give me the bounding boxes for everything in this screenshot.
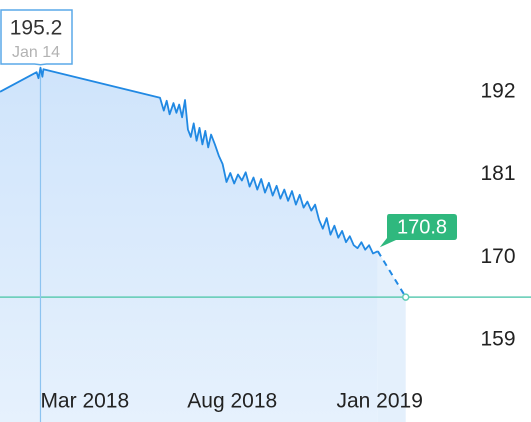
x-tick-label: Jan 2019	[336, 390, 422, 413]
area	[377, 251, 406, 422]
area	[0, 67, 378, 422]
x-tick-label: Aug 2018	[187, 390, 277, 413]
y-tick-label: 159	[480, 328, 515, 351]
projection-end	[401, 293, 410, 301]
y-tick-label: 192	[480, 79, 515, 102]
y-tick-label: 181	[480, 162, 515, 185]
tooltip-value: 195.2	[10, 17, 63, 40]
tooltip-box	[0, 9, 73, 66]
tooltip-date: Jan 14	[12, 44, 60, 61]
last-value: 170.8	[397, 216, 447, 238]
projection-line	[376, 250, 407, 298]
y-tick-label: 170	[480, 245, 515, 268]
weight-line	[0, 66, 379, 255]
last-value-badge	[379, 214, 457, 248]
x-tick-label: Mar 2018	[40, 390, 129, 413]
